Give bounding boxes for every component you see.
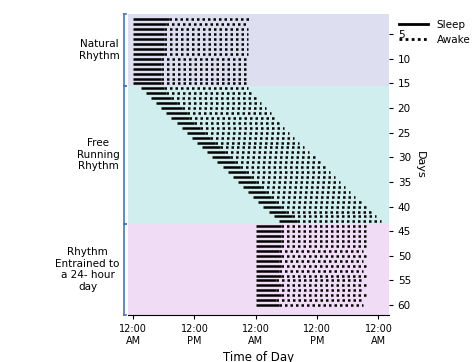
X-axis label: Time of Day: Time of Day	[223, 351, 294, 362]
Text: Natural
Rhythm: Natural Rhythm	[79, 39, 120, 61]
Bar	[128, 86, 389, 224]
Legend: Sleep, Awake: Sleep, Awake	[399, 20, 470, 45]
Y-axis label: Days: Days	[415, 151, 425, 178]
Bar	[128, 224, 389, 315]
Bar	[128, 14, 389, 86]
Text: Rhythm
Entrained to
a 24- hour
day: Rhythm Entrained to a 24- hour day	[55, 247, 120, 292]
Text: Free
Running
Rhythm: Free Running Rhythm	[77, 138, 120, 172]
